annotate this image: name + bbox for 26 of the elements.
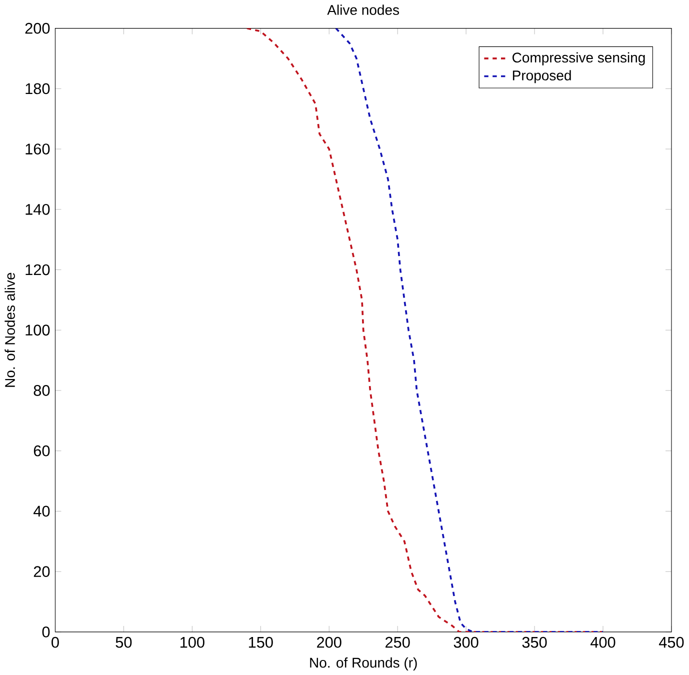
x-tick-label: 400 <box>590 636 616 648</box>
legend-label: Proposed <box>512 70 571 84</box>
y-tick-label: 0 <box>42 626 50 638</box>
y-tick-label: 180 <box>26 83 50 94</box>
x-tick-label: 200 <box>317 636 342 648</box>
y-tick-label: 20 <box>34 566 50 577</box>
x-tick-label: 450 <box>658 636 684 648</box>
x-axis-title: No. of Rounds (r) <box>310 657 417 670</box>
chart-title: Alive nodes <box>327 4 400 15</box>
legend-label: Compressive sensing <box>512 52 645 66</box>
y-tick-label: 80 <box>34 384 50 396</box>
x-tick-label: 350 <box>522 636 547 648</box>
x-tick-label: 100 <box>180 636 204 648</box>
y-tick-label: 160 <box>26 144 50 154</box>
y-axis-title: No. of Nodes alive <box>4 272 15 387</box>
x-tick-label: 50 <box>116 636 132 648</box>
y-tick-label: 100 <box>26 324 50 336</box>
y-tick-label: 40 <box>33 506 50 517</box>
y-tick-label: 60 <box>34 445 50 456</box>
x-tick-label: 0 <box>52 636 59 648</box>
x-tick-label: 150 <box>248 636 273 648</box>
y-tick-label: 140 <box>26 204 50 215</box>
x-tick-label: 250 <box>386 636 410 648</box>
y-tick-label: 120 <box>26 264 50 276</box>
y-tick-label: 200 <box>25 22 50 34</box>
x-tick-label: 300 <box>454 636 478 648</box>
